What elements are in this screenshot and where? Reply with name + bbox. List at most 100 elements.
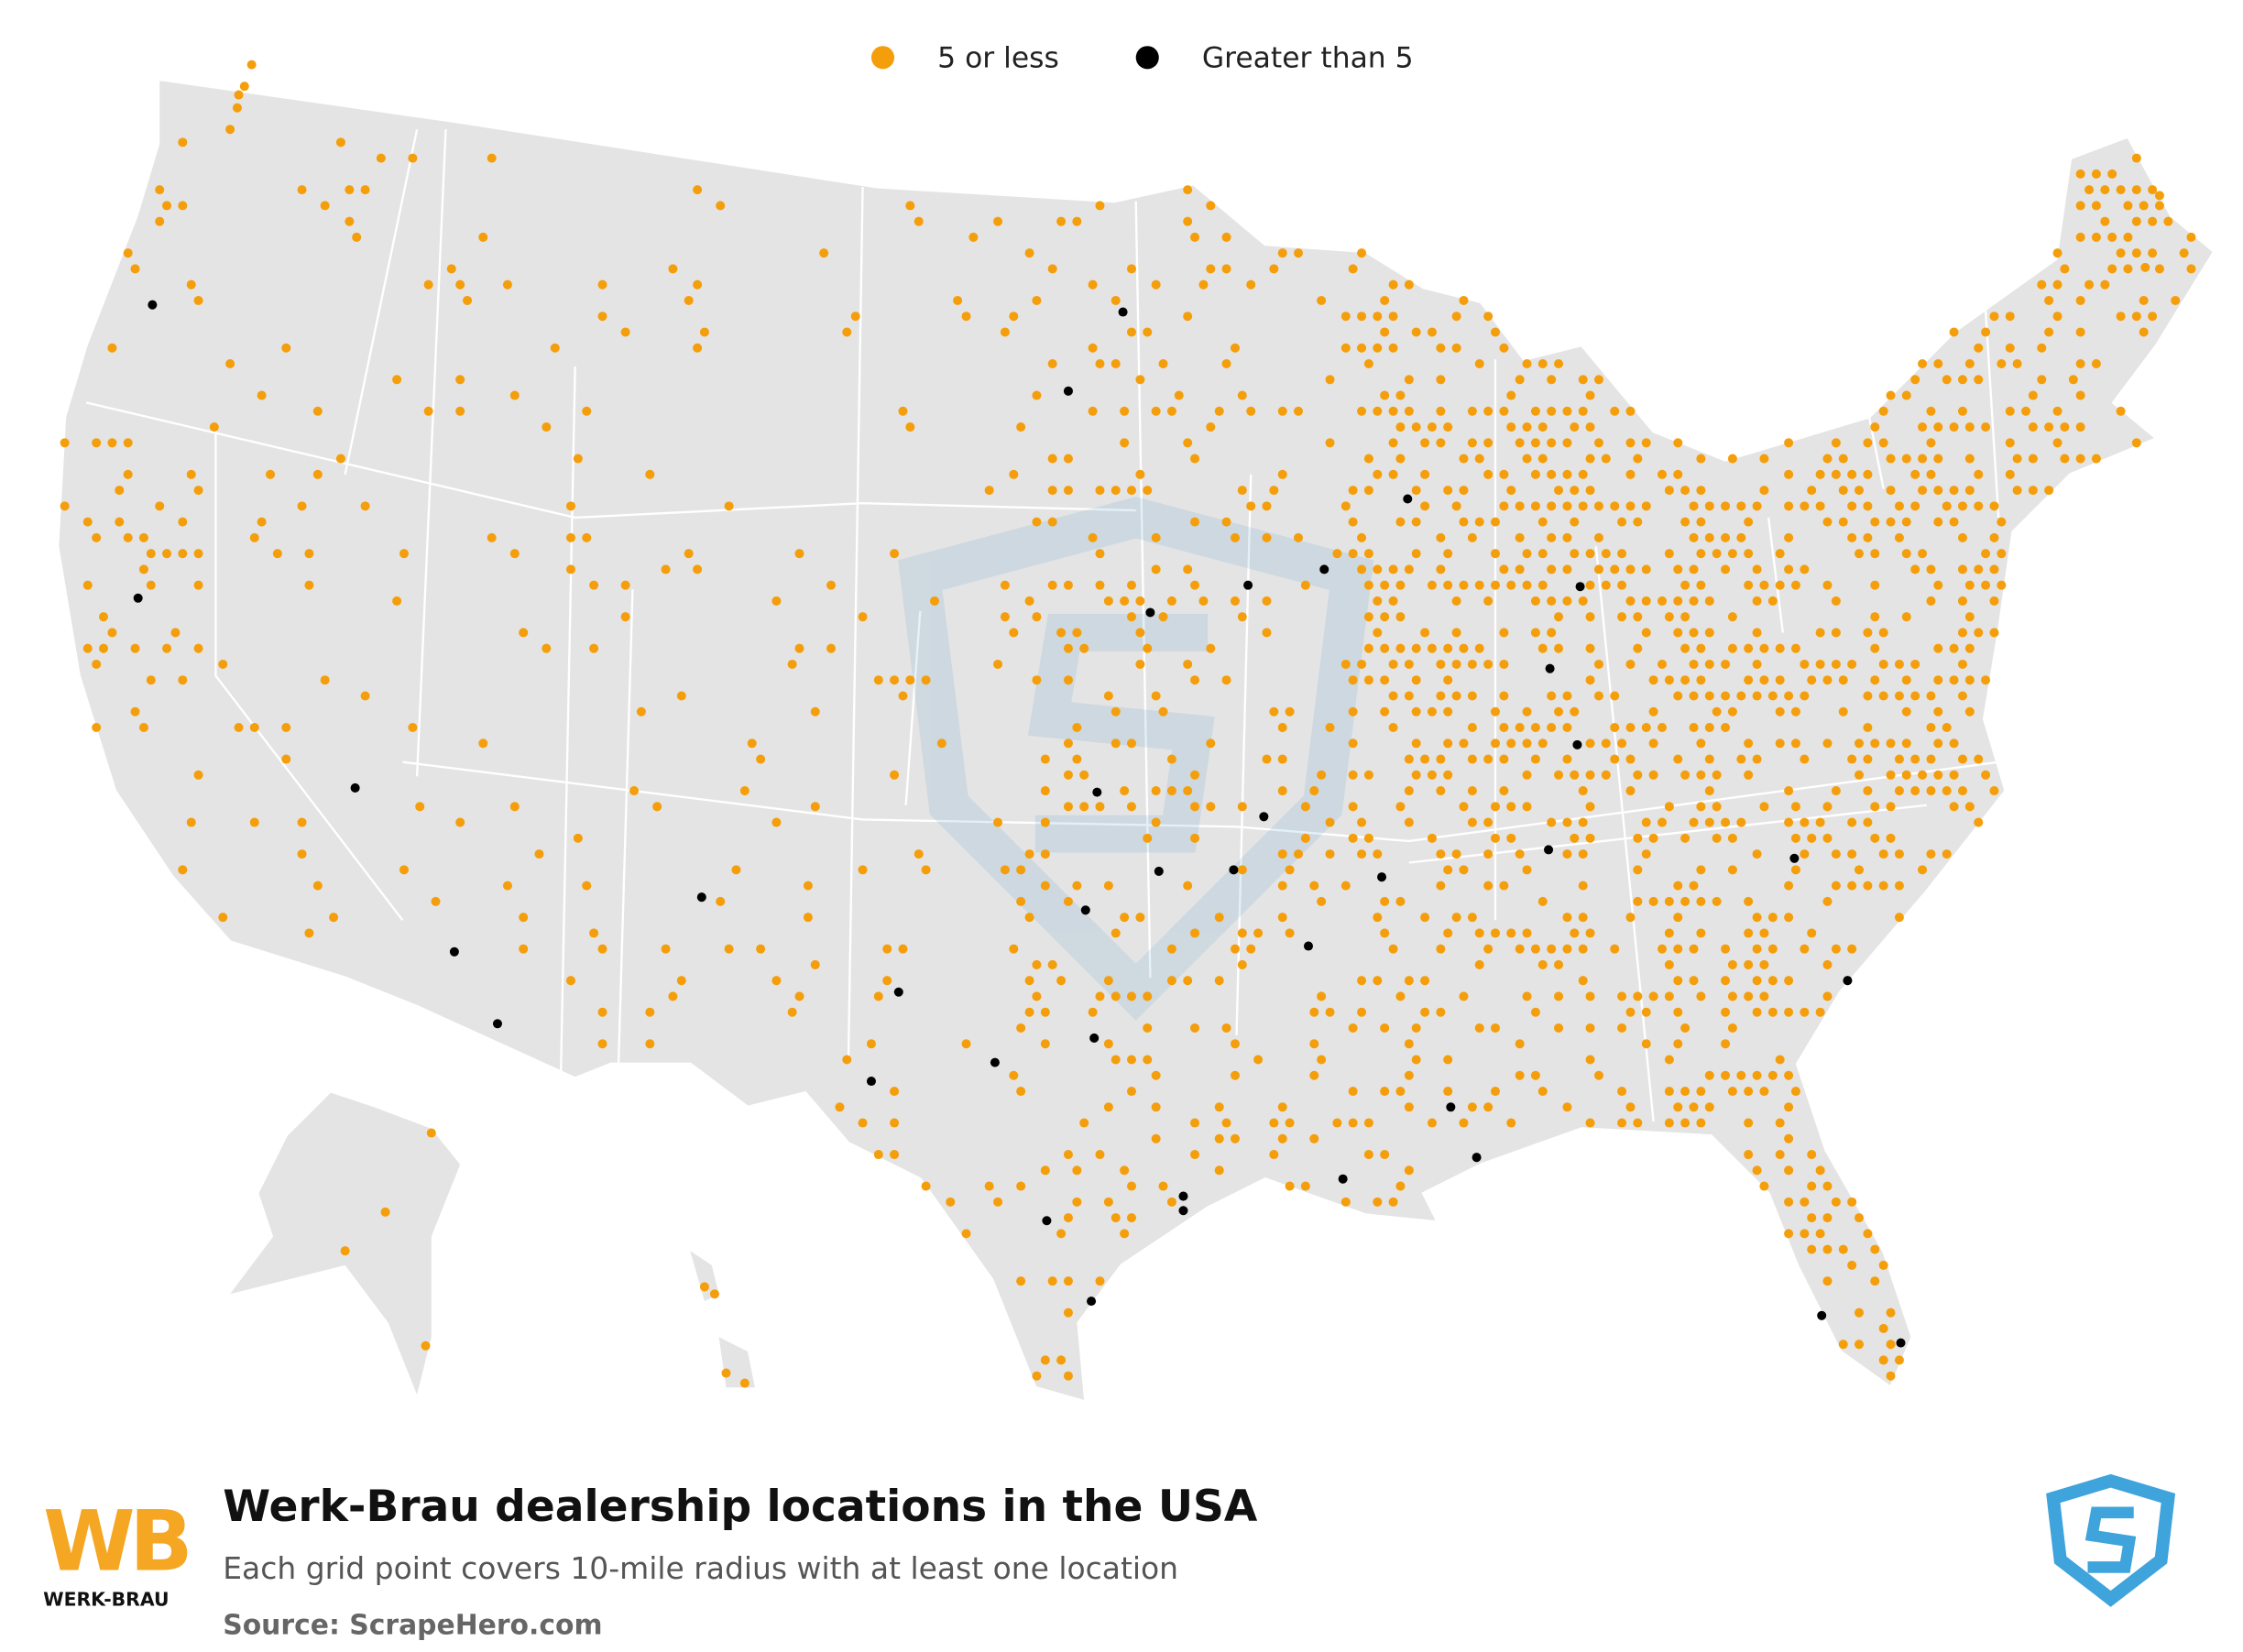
location-dot [873,675,883,685]
location-dot [1451,312,1461,322]
location-dot [1664,896,1674,906]
location-dot [2037,375,2047,385]
location-dot [1436,1007,1446,1017]
location-dot [2163,216,2173,226]
location-dot [1443,549,1453,559]
location-dot [597,944,607,954]
location-dot [1530,754,1540,764]
location-dot [1554,770,1564,780]
location-dot [1111,1055,1121,1065]
location-dot [1790,833,1800,843]
location-dot [1593,659,1603,669]
location-dot [1040,817,1050,827]
location-dot [1309,1007,1319,1017]
location-dot [1815,628,1825,638]
location-dot [297,849,307,859]
location-dot [1474,959,1484,969]
location-dot [281,343,291,353]
location-dot [771,976,782,986]
location-dot [589,643,599,653]
location-dot [1373,976,1383,986]
location-dot [1269,264,1279,274]
location-dot [1530,944,1540,954]
location-dot [1348,833,1358,843]
location-dot [1807,486,1817,496]
location-dot [1474,928,1484,938]
location-dot [92,438,102,448]
location-dot [1547,406,1557,416]
location-dot [1578,469,1588,479]
location-dot [1680,896,1690,906]
location-dot [1918,454,1928,464]
location-dot [1047,1276,1057,1286]
location-dot [1056,628,1067,638]
location-dot [1183,976,1193,986]
location-dot [819,248,829,258]
location-dot [60,501,70,511]
location-dot [1016,1276,1026,1286]
location-dot [1727,833,1737,843]
location-dot [1373,913,1383,923]
location-dot [1395,390,1406,400]
location-dot [1151,279,1161,290]
location-dot [1894,659,1904,669]
scrapehero-logo [2046,1473,2176,1607]
location-dot [1648,896,1658,906]
location-dot [1436,438,1446,448]
location-dot [239,82,249,92]
location-dot [1427,643,1437,653]
location-dot [668,264,678,274]
location-dot [1420,913,1430,923]
location-dot-large [1080,905,1090,915]
location-dot [423,279,433,290]
location-dot [1721,501,1731,511]
location-dot [1388,564,1398,574]
location-dot [1522,865,1532,875]
location-dot [1451,501,1461,511]
location-dot [123,469,133,479]
location-dot-large [133,593,143,603]
location-dot [1135,596,1145,606]
location-dot [1293,532,1304,542]
location-dot [1800,1007,1810,1017]
location-dot [1673,944,1683,954]
location-dot [1079,802,1089,812]
location-dot [1601,738,1611,749]
location-dot [1380,928,1390,938]
location-dot [1933,454,1943,464]
location-dot [1784,1165,1794,1176]
location-dot [1111,706,1121,717]
location-dot [2084,279,2095,290]
usa-shape [56,77,2216,1405]
location-dot [1158,358,1168,369]
location-dot [1436,849,1446,859]
location-dot [1800,754,1810,764]
location-dot [1696,486,1706,496]
location-dot [858,865,868,875]
location-dot [1870,580,1880,590]
location-dot [1673,1102,1683,1112]
location-dot [1704,532,1714,542]
location-dot [1467,786,1477,796]
location-dot [1293,248,1304,258]
location-dot [272,549,282,559]
location-dot [1680,675,1690,685]
location-dot [1870,517,1880,527]
location-dot [1800,1229,1810,1239]
location-dot [1974,754,1984,764]
location-dot [1420,754,1430,764]
location-dot [1016,1086,1026,1097]
location-dot [1847,501,1857,511]
location-dot [1886,1371,1896,1381]
location-dot [1554,991,1564,1001]
location-dot [1515,438,1525,448]
location-dot [589,928,599,938]
location-dot [1357,343,1367,353]
location-dot [1870,612,1880,622]
location-dot [1964,706,1975,717]
location-dot [1744,517,1754,527]
location-dot-large [1178,1206,1188,1216]
location-dot [890,1086,900,1097]
location-dot [1964,643,1975,653]
location-dot [1047,454,1057,464]
